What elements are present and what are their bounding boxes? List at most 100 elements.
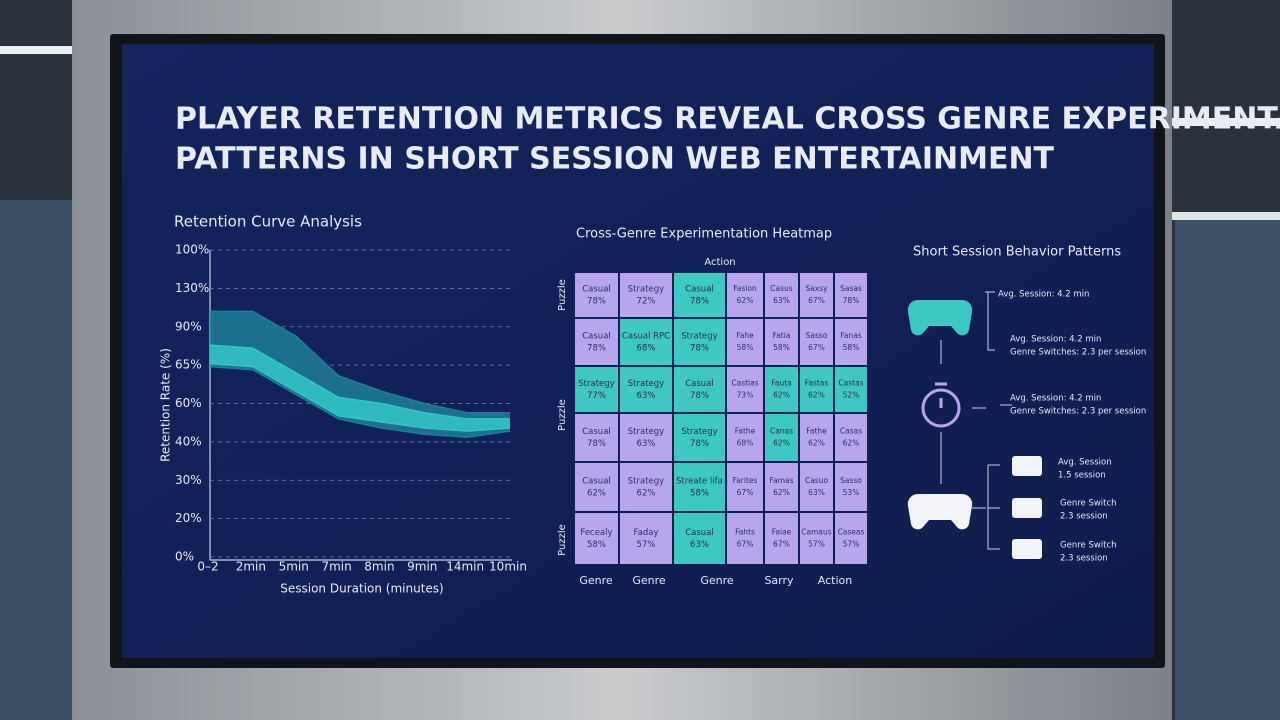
behavior-note: 2.3 session [1060,512,1108,522]
ceiling-light [1170,212,1280,220]
heatmap-cell [620,319,672,365]
cell-name: Strategy [628,379,664,389]
cell-value: 58% [587,540,606,550]
heatmap-cell [835,414,867,461]
heatmap-cell [575,319,618,365]
cell-name: Casual [582,427,611,437]
cell-name: Faday [634,528,659,538]
y-tick-label: 130% [175,281,209,295]
heatmap-row-label: Puzzle [557,279,568,311]
heatmap-cell [674,463,725,511]
cell-value: 62% [808,439,825,448]
cell-name: Castias [731,379,758,388]
cell-name: Casuo [805,476,828,485]
x-tick-label: 7min [321,560,351,574]
heatmap-cell [765,367,798,412]
heatmap-cell [765,414,798,461]
cell-name: Strategy [628,427,664,437]
cell-value: 57% [808,540,825,549]
cell-value: 63% [808,488,825,497]
cell-name: Fahe [736,331,754,340]
stopwatch-icon [921,388,961,428]
heatmap-cell [575,367,618,412]
cell-name: Famas [769,476,793,485]
cell-value: 63% [773,296,790,305]
cell-value: 58% [843,343,860,352]
x-tick-label: 9min [407,560,437,574]
cell-name: Saxsy [805,284,828,293]
cell-name: Strategy [578,379,614,389]
cell-value: 77% [587,391,606,401]
cell-value: 72% [637,297,656,307]
title-line: PATTERNS IN SHORT SESSION WEB ENTERTAINM… [175,142,1055,177]
cell-name: Castas [838,379,863,388]
heatmap-cell [575,463,618,511]
cell-value: 63% [690,540,709,550]
panel-title: Retention Curve Analysis [174,213,362,231]
heatmap-cell [800,367,833,412]
heatmap-col-label: Action [818,574,852,587]
cell-name: Fastas [805,379,829,388]
cell-value: 57% [637,540,656,550]
cell-name: Fathe [735,427,756,436]
heatmap-cell [800,513,833,564]
connector [940,340,986,509]
heatmap-row-label: Puzzle [557,524,568,556]
cell-value: 68% [637,344,656,354]
cell-name: Sasso [840,476,862,485]
cell-name: Fatia [773,331,791,340]
title-line: PLAYER RETENTION METRICS REVEAL CROSS GE… [175,102,1280,137]
cell-name: Faiae [772,528,792,537]
x-tick-label: 10min [489,560,527,574]
cell-name: Caseas [838,528,865,537]
retention-band [210,311,510,438]
heatmap-cell [620,367,672,412]
heatmap-cell [674,319,725,365]
cell-name: Fanas [840,331,862,340]
cell-value: 63% [637,391,656,401]
heatmap-cell [620,273,672,317]
x-tick-label: 14min [446,560,484,574]
heatmap-cell [835,513,867,564]
heatmap-cell [800,319,833,365]
cell-name: Camaus [801,528,831,537]
heatmap-cell [727,513,763,564]
heatmap-col-label: Genre [700,574,734,587]
x-tick-label: 5min [279,560,309,574]
heatmap-cell [575,414,618,461]
cell-name: Strategy [681,332,717,342]
cell-name: Casual RPC [622,332,670,342]
cell-name: Casas [840,427,862,436]
heatmap-cell [575,273,618,317]
stopwatch-hand [935,382,947,408]
cell-name: Fahts [735,528,755,537]
device-icon [1012,456,1042,476]
window-right [1175,220,1280,720]
cell-value: 58% [773,343,790,352]
cell-value: 78% [690,391,709,401]
cell-value: 67% [737,488,754,497]
cell-name: Sasas [840,284,862,293]
x-tick-label: 0–2 [197,560,218,574]
heatmap-cell [620,414,672,461]
gamepad-icon [907,299,973,336]
cell-name: Casual [582,477,611,487]
y-tick-label: 30% [175,473,202,487]
heatmap-cell [800,273,833,317]
behavior-note: 2.3 session [1060,554,1108,564]
y-tick-label: 20% [175,511,202,525]
cell-value: 62% [587,489,606,499]
cell-value: 78% [587,297,606,307]
band-upper-edge [209,344,510,420]
device-icon [1012,498,1042,518]
cell-value: 62% [637,489,656,499]
heatmap-cell [800,414,833,461]
behavior-note: Genre Switch [1060,499,1117,509]
cell-name: Fauta [771,379,792,388]
heatmap-cell [727,273,763,317]
band-upper-edge [210,310,510,414]
heatmap-cell [575,513,618,564]
cell-name: Casual [685,285,714,295]
heatmap-cell [674,513,725,564]
